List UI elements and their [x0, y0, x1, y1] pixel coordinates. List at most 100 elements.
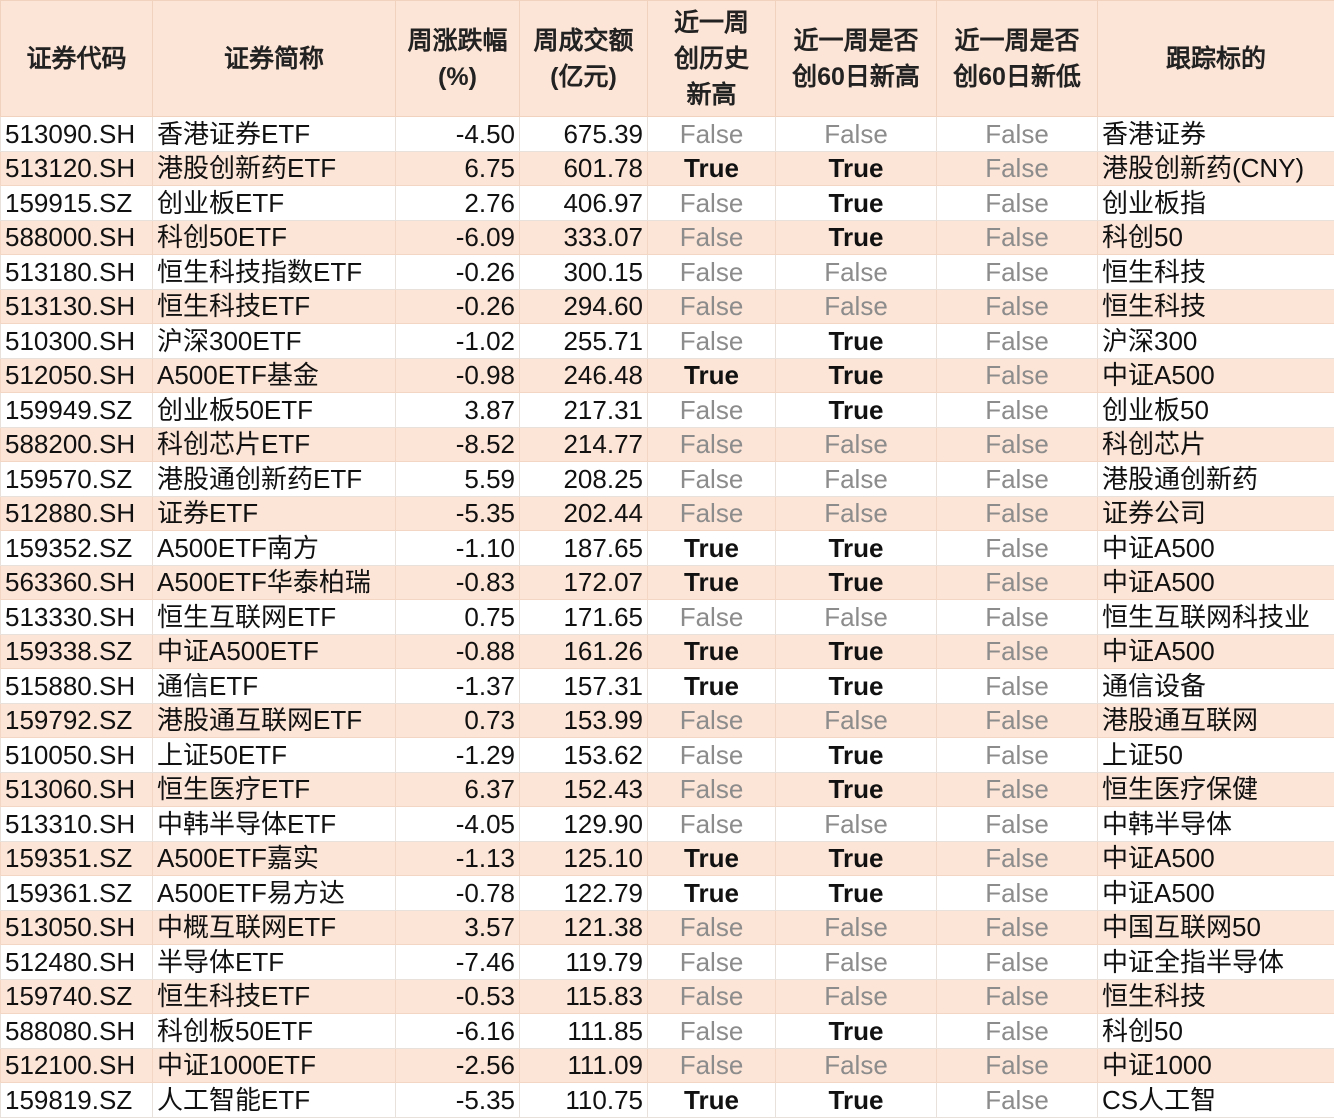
cell-tracking-index: 科创芯片 [1097, 426, 1334, 462]
cell-tracking-index: 中证A500 [1097, 633, 1334, 669]
cell-weekly-change-pct: -5.35 [395, 1082, 520, 1118]
cell-weekly-change-pct: -1.10 [395, 530, 520, 566]
cell-weekly-change-pct: -0.26 [395, 254, 520, 290]
cell-security-code: 512050.SH [0, 357, 153, 393]
cell-60d-high: False [775, 909, 937, 945]
cell-weekly-change-pct: -6.09 [395, 219, 520, 255]
cell-weekly-turnover: 125.10 [519, 840, 648, 876]
table-row: 563360.SH A500ETF华泰柏瑞 -0.83 172.07 True True F… [0, 564, 1334, 600]
cell-security-code: 159351.SZ [0, 840, 153, 876]
cell-security-code: 513130.SH [0, 288, 153, 324]
cell-tracking-index: 创业板50 [1097, 392, 1334, 428]
cell-60d-high: False [775, 1047, 937, 1083]
cell-security-name: 科创50ETF [152, 219, 396, 255]
cell-60d-low: False [936, 599, 1098, 635]
cell-security-code: 563360.SH [0, 564, 153, 600]
cell-weekly-turnover: 675.39 [519, 116, 648, 152]
cell-tracking-index: 恒生科技 [1097, 288, 1334, 324]
cell-tracking-index: 创业板指 [1097, 185, 1334, 221]
table-row: 159740.SZ 恒生科技ETF -0.53 115.83 False False Fal… [0, 978, 1334, 1014]
table-row: 513130.SH 恒生科技ETF -0.26 294.60 False False Fal… [0, 288, 1334, 324]
cell-all-time-high: False [647, 737, 776, 773]
cell-weekly-turnover: 121.38 [519, 909, 648, 945]
cell-all-time-high: False [647, 185, 776, 221]
cell-all-time-high: False [647, 771, 776, 807]
cell-weekly-change-pct: 3.87 [395, 392, 520, 428]
cell-60d-high: True [775, 392, 937, 428]
cell-security-name: 创业板50ETF [152, 392, 396, 428]
cell-security-name: 证券ETF [152, 495, 396, 531]
cell-weekly-turnover: 152.43 [519, 771, 648, 807]
cell-all-time-high: False [647, 495, 776, 531]
cell-60d-low: False [936, 737, 1098, 773]
header-row: 证券代码 证券简称 周涨跌幅 (%) 周成交额 (亿元) 近一周 创历史 新高 近一周是否… [0, 0, 1334, 117]
cell-60d-high: False [775, 254, 937, 290]
cell-60d-high: False [775, 944, 937, 980]
cell-all-time-high: False [647, 978, 776, 1014]
cell-tracking-index: 恒生医疗保健 [1097, 771, 1334, 807]
cell-weekly-change-pct: 6.75 [395, 150, 520, 186]
cell-security-code: 159949.SZ [0, 392, 153, 428]
cell-weekly-change-pct: -4.50 [395, 116, 520, 152]
table-row: 513090.SH 香港证券ETF -4.50 675.39 False False Fal… [0, 116, 1334, 152]
cell-weekly-change-pct: -0.26 [395, 288, 520, 324]
cell-security-name: 沪深300ETF [152, 323, 396, 359]
cell-security-name: 香港证券ETF [152, 116, 396, 152]
cell-60d-low: False [936, 564, 1098, 600]
cell-all-time-high: False [647, 806, 776, 842]
table-row: 512100.SH 中证1000ETF -2.56 111.09 False False F… [0, 1047, 1334, 1083]
header-weekly-turnover: 周成交额 (亿元) [519, 0, 648, 117]
cell-weekly-turnover: 202.44 [519, 495, 648, 531]
cell-security-code: 513060.SH [0, 771, 153, 807]
cell-weekly-change-pct: -1.02 [395, 323, 520, 359]
cell-tracking-index: 通信设备 [1097, 668, 1334, 704]
cell-tracking-index: 中证全指半导体 [1097, 944, 1334, 980]
cell-all-time-high: False [647, 944, 776, 980]
cell-weekly-turnover: 111.09 [519, 1047, 648, 1083]
cell-60d-high: True [775, 323, 937, 359]
cell-weekly-change-pct: 6.37 [395, 771, 520, 807]
cell-security-code: 588080.SH [0, 1013, 153, 1049]
cell-60d-low: False [936, 1013, 1098, 1049]
cell-60d-high: True [775, 150, 937, 186]
cell-all-time-high: False [647, 1047, 776, 1083]
cell-security-code: 159570.SZ [0, 461, 153, 497]
cell-security-name: 半导体ETF [152, 944, 396, 980]
cell-60d-low: False [936, 668, 1098, 704]
cell-weekly-turnover: 153.99 [519, 702, 648, 738]
header-tracking-index: 跟踪标的 [1097, 0, 1334, 117]
cell-security-name: 中概互联网ETF [152, 909, 396, 945]
cell-security-code: 510300.SH [0, 323, 153, 359]
cell-weekly-turnover: 333.07 [519, 219, 648, 255]
table-row: 513310.SH 中韩半导体ETF -4.05 129.90 False False Fa… [0, 806, 1334, 842]
cell-all-time-high: False [647, 702, 776, 738]
cell-60d-high: True [775, 771, 937, 807]
table-row: 159361.SZ A500ETF易方达 -0.78 122.79 True True Fa… [0, 875, 1334, 911]
cell-tracking-index: 恒生科技 [1097, 254, 1334, 290]
cell-all-time-high: False [647, 254, 776, 290]
cell-weekly-change-pct: -1.29 [395, 737, 520, 773]
cell-weekly-change-pct: -0.83 [395, 564, 520, 600]
cell-all-time-high: True [647, 357, 776, 393]
cell-weekly-change-pct: -0.88 [395, 633, 520, 669]
cell-weekly-change-pct: 5.59 [395, 461, 520, 497]
cell-60d-low: False [936, 771, 1098, 807]
cell-security-name: 中韩半导体ETF [152, 806, 396, 842]
cell-tracking-index: 上证50 [1097, 737, 1334, 773]
cell-60d-high: True [775, 185, 937, 221]
cell-tracking-index: CS人工智 [1097, 1082, 1334, 1118]
cell-60d-high: True [775, 219, 937, 255]
cell-weekly-change-pct: -6.16 [395, 1013, 520, 1049]
table-row: 159819.SZ 人工智能ETF -5.35 110.75 True True False… [0, 1082, 1334, 1118]
cell-security-name: 恒生医疗ETF [152, 771, 396, 807]
cell-60d-low: False [936, 495, 1098, 531]
cell-weekly-change-pct: 0.73 [395, 702, 520, 738]
cell-weekly-turnover: 110.75 [519, 1082, 648, 1118]
cell-weekly-turnover: 406.97 [519, 185, 648, 221]
table-row: 512480.SH 半导体ETF -7.46 119.79 False False Fals… [0, 944, 1334, 980]
cell-60d-high: False [775, 288, 937, 324]
cell-all-time-high: True [647, 564, 776, 600]
cell-all-time-high: False [647, 323, 776, 359]
cell-weekly-change-pct: 2.76 [395, 185, 520, 221]
cell-weekly-turnover: 294.60 [519, 288, 648, 324]
